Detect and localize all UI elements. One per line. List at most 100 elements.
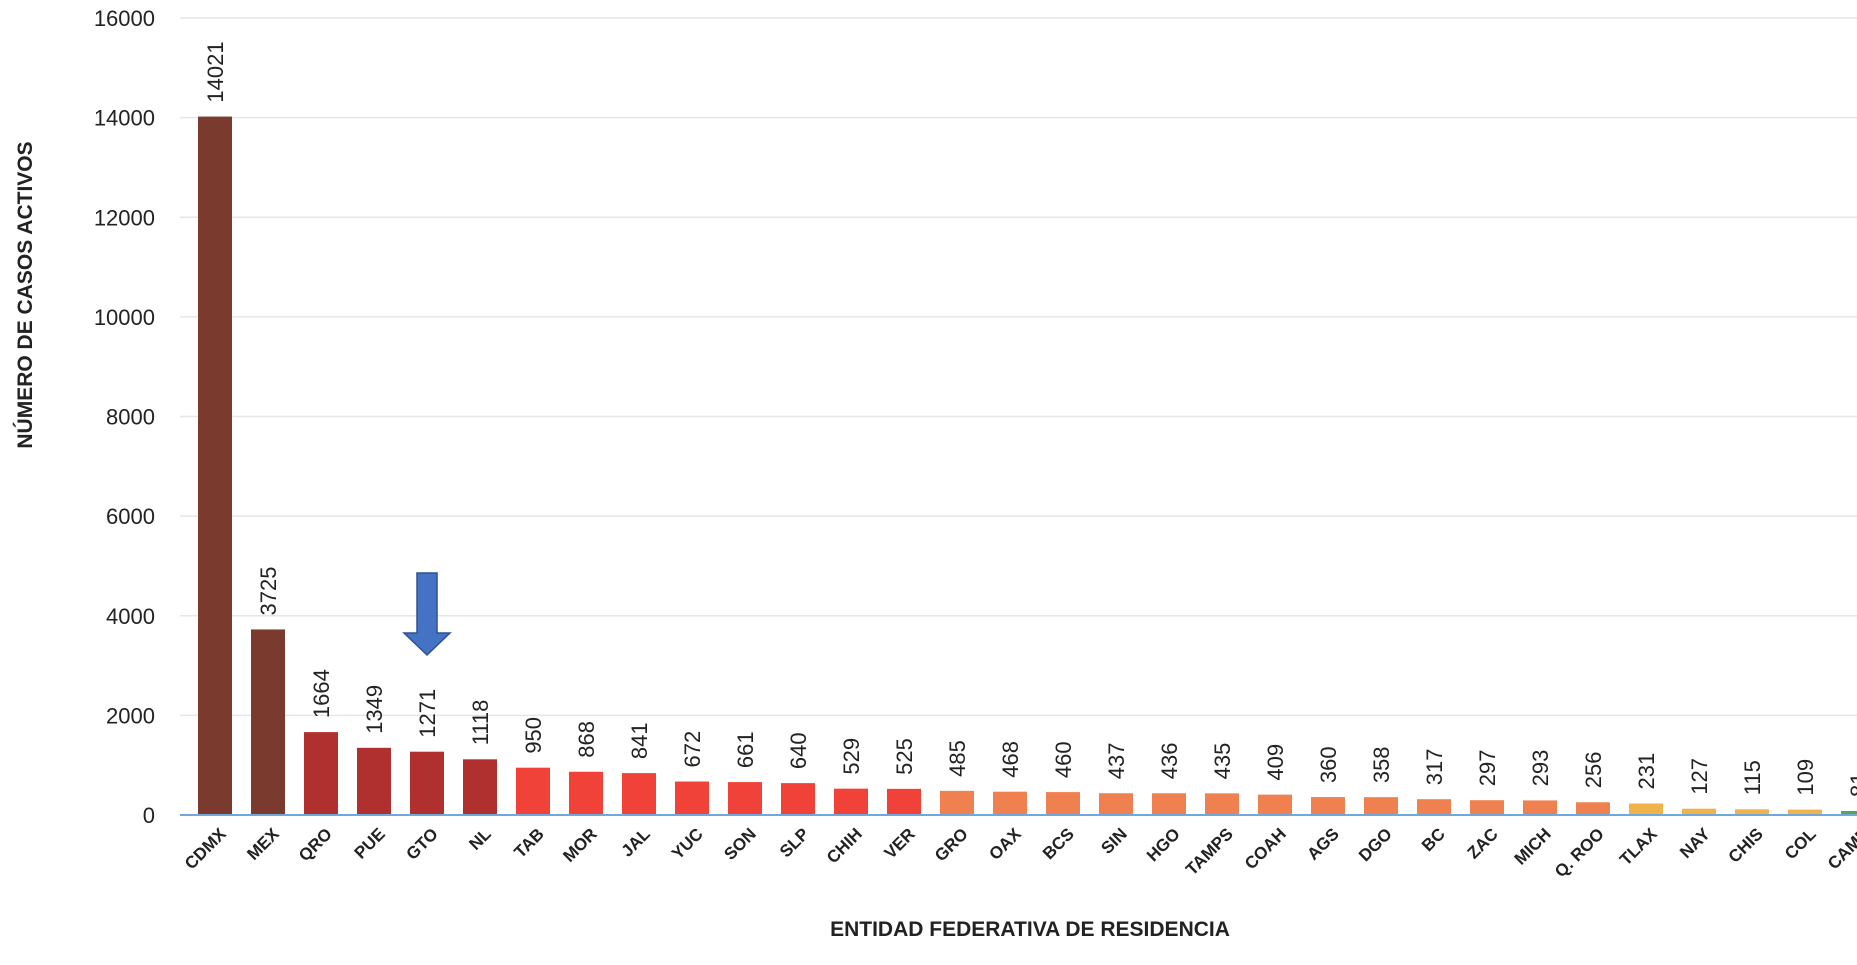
x-tick-label: SLP <box>776 824 813 861</box>
annotation-arrow <box>402 572 452 657</box>
bar <box>1417 799 1451 815</box>
bar <box>1788 809 1822 815</box>
bar <box>728 782 762 815</box>
data-label: 3725 <box>256 566 281 615</box>
data-label: 81 <box>1846 772 1857 796</box>
x-tick-label: NL <box>465 824 494 853</box>
x-tick-label: PUE <box>351 824 389 862</box>
data-label: 640 <box>786 732 811 769</box>
data-label: 360 <box>1316 746 1341 783</box>
bar <box>1152 793 1186 815</box>
x-tick-label: VER <box>881 824 919 862</box>
x-tick-label: GRO <box>931 824 972 865</box>
bar <box>516 767 550 815</box>
data-label: 525 <box>892 738 917 775</box>
bar <box>198 116 232 816</box>
data-label: 1271 <box>415 689 440 738</box>
bar <box>1099 793 1133 815</box>
x-tick-label: TLAX <box>1616 824 1661 869</box>
x-tick-label: COAH <box>1241 824 1290 873</box>
x-tick-label: JAL <box>618 824 654 860</box>
data-label: 231 <box>1634 753 1659 790</box>
x-tick-label: GTO <box>403 824 442 863</box>
data-label: 256 <box>1581 752 1606 789</box>
x-tick-label: AGS <box>1303 824 1342 863</box>
bar <box>887 788 921 815</box>
bar <box>675 781 709 815</box>
y-tick-label: 14000 <box>94 106 155 131</box>
y-axis-ticks: 0 2000 4000 6000 8000 10000 12000 14000 16000 <box>94 6 155 828</box>
data-label: 460 <box>1051 741 1076 778</box>
y-tick-label: 16000 <box>94 6 155 31</box>
data-label: 436 <box>1157 743 1182 780</box>
bar <box>1576 802 1610 815</box>
data-label: 293 <box>1528 750 1553 787</box>
data-label: 14021 <box>203 41 228 102</box>
bar <box>622 773 656 815</box>
bar <box>463 759 497 815</box>
x-tick-label: Q. ROO <box>1551 824 1608 881</box>
data-label: 358 <box>1369 746 1394 783</box>
bar <box>1682 808 1716 815</box>
data-label: 409 <box>1263 744 1288 781</box>
x-tick-label: DGO <box>1355 824 1396 865</box>
data-label: 1664 <box>309 669 334 718</box>
x-tick-label: TAB <box>511 824 548 861</box>
data-label: 437 <box>1104 743 1129 780</box>
bar <box>1470 800 1504 815</box>
x-tick-label: COL <box>1781 824 1820 863</box>
y-tick-label: 12000 <box>94 205 155 230</box>
bar <box>1841 810 1857 815</box>
data-label: 468 <box>998 741 1023 778</box>
bars <box>198 116 1857 816</box>
data-label: 297 <box>1475 749 1500 786</box>
data-label: 127 <box>1687 758 1712 795</box>
bar <box>304 732 338 815</box>
y-axis-title: NÚMERO DE CASOS ACTIVOS <box>13 141 37 448</box>
x-axis-categories: CDMX MEX QRO PUE GTO NL TAB MOR JAL YUC SON SLP CHIH… <box>181 824 1857 881</box>
y-tick-label: 8000 <box>106 405 155 430</box>
bar <box>569 771 603 815</box>
x-tick-label: SON <box>720 824 759 863</box>
x-tick-label: CDMX <box>181 824 230 873</box>
x-tick-label: SIN <box>1097 824 1130 857</box>
bar <box>1205 793 1239 815</box>
data-label: 529 <box>839 738 864 775</box>
x-tick-label: CAMP <box>1824 824 1857 873</box>
bar <box>1311 797 1345 815</box>
x-tick-label: NAY <box>1676 824 1714 862</box>
x-tick-label: ZAC <box>1464 824 1502 862</box>
data-label: 868 <box>574 721 599 758</box>
x-tick-label: HGO <box>1143 824 1184 865</box>
x-tick-label: MOR <box>559 824 600 865</box>
x-axis-title: ENTIDAD FEDERATIVA DE RESIDENCIA <box>830 918 1230 941</box>
bar <box>940 790 974 815</box>
x-tick-label: MEX <box>243 824 283 864</box>
bar <box>1258 794 1292 815</box>
data-label: 115 <box>1740 760 1765 795</box>
x-tick-label: CHIH <box>823 824 866 867</box>
data-labels: 14021 3725 1664 1349 1271 1118 950 868 841 672 661… <box>203 41 1857 797</box>
y-tick-label: 10000 <box>94 305 155 330</box>
bar <box>357 747 391 815</box>
x-tick-label: MICH <box>1511 824 1555 868</box>
bar <box>993 791 1027 815</box>
bar <box>1629 803 1663 815</box>
down-arrow-icon <box>402 572 452 657</box>
y-tick-label: 4000 <box>106 604 155 629</box>
data-label: 317 <box>1422 748 1447 785</box>
gridlines <box>180 17 1857 717</box>
x-tick-label: BCS <box>1039 824 1078 863</box>
bar <box>1735 809 1769 815</box>
x-tick-label: YUC <box>668 824 707 863</box>
bar <box>1046 792 1080 815</box>
y-tick-label: 6000 <box>106 504 155 529</box>
x-tick-label: QRO <box>295 824 336 865</box>
bar <box>781 783 815 815</box>
data-label: 1118 <box>468 700 493 746</box>
data-label: 109 <box>1793 759 1818 796</box>
y-tick-label: 0 <box>143 803 155 828</box>
y-tick-label: 2000 <box>106 703 155 728</box>
x-tick-label: BC <box>1418 824 1449 855</box>
